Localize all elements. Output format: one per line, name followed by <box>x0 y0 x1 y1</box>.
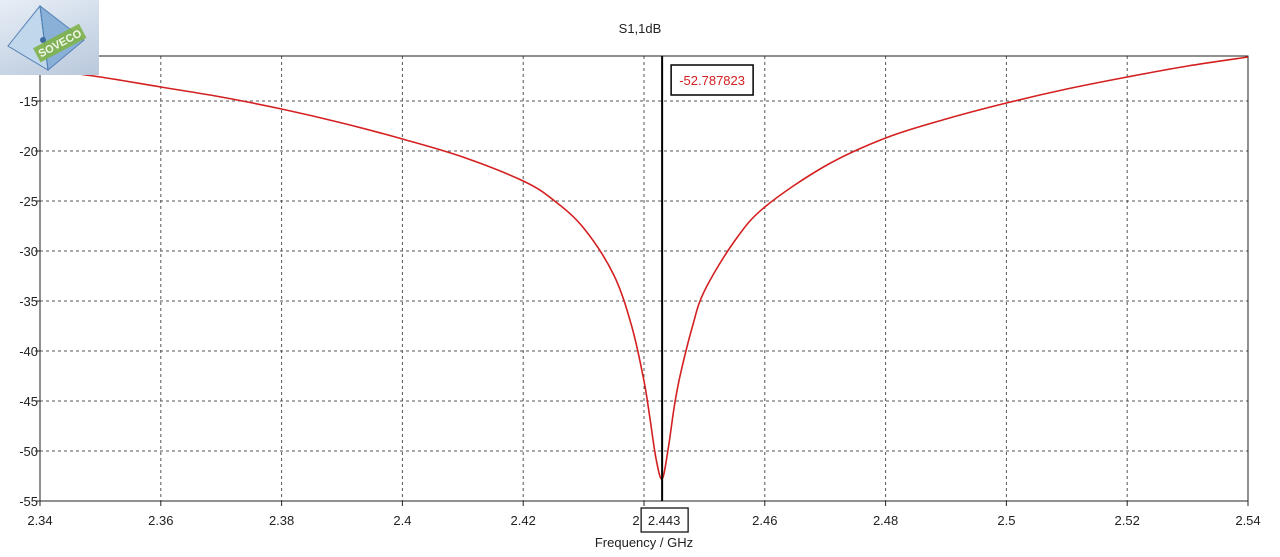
x-tick-label: 2.42 <box>511 513 536 528</box>
y-tick-label: -50 <box>19 444 38 459</box>
x-tick-label: 2.46 <box>752 513 777 528</box>
y-tick-label: -45 <box>19 394 38 409</box>
y-tick-label: -30 <box>19 244 38 259</box>
y-tick-label: -25 <box>19 194 38 209</box>
x-tick-label: 2.4 <box>393 513 411 528</box>
x-tick-label: 2.34 <box>27 513 52 528</box>
x-tick-label: 2.5 <box>997 513 1015 528</box>
x-axis-label: Frequency / GHz <box>595 535 693 550</box>
y-tick-label: -55 <box>19 494 38 509</box>
marker-value-box: -52.787823 <box>670 64 754 96</box>
y-tick-label: -15 <box>19 94 38 109</box>
chart-title: S1,1dB <box>619 21 662 36</box>
marker-x-box: 2.443 <box>640 507 689 533</box>
x-tick-label: 2.48 <box>873 513 898 528</box>
x-tick-label: 2 <box>632 513 639 528</box>
x-axis-ticks: 2.34 2.36 2.38 2.4 2.42 2 2.46 2.48 2.5 2.52 2.54 <box>27 501 1261 528</box>
y-tick-label: -20 <box>19 144 38 159</box>
s11-series-line <box>39 56 1249 480</box>
marker-value-label: -52.787823 <box>679 73 745 88</box>
x-tick-label: 2.36 <box>148 513 173 528</box>
x-tick-label: 2.38 <box>269 513 294 528</box>
x-tick-label: 2.52 <box>1115 513 1140 528</box>
x-tick-label: 2.54 <box>1235 513 1260 528</box>
y-axis-ticks: -15 -20 -25 -30 -35 -40 -45 -50 -55 <box>19 94 40 509</box>
cube-logo-icon: SOVECO <box>0 0 99 75</box>
marker-x-frame <box>640 507 689 533</box>
y-tick-label: -40 <box>19 344 38 359</box>
marker-x-label: 2.443 <box>648 513 681 528</box>
marker-value-frame <box>670 64 754 96</box>
grid-layer <box>40 56 1248 501</box>
y-tick-label: -35 <box>19 294 38 309</box>
